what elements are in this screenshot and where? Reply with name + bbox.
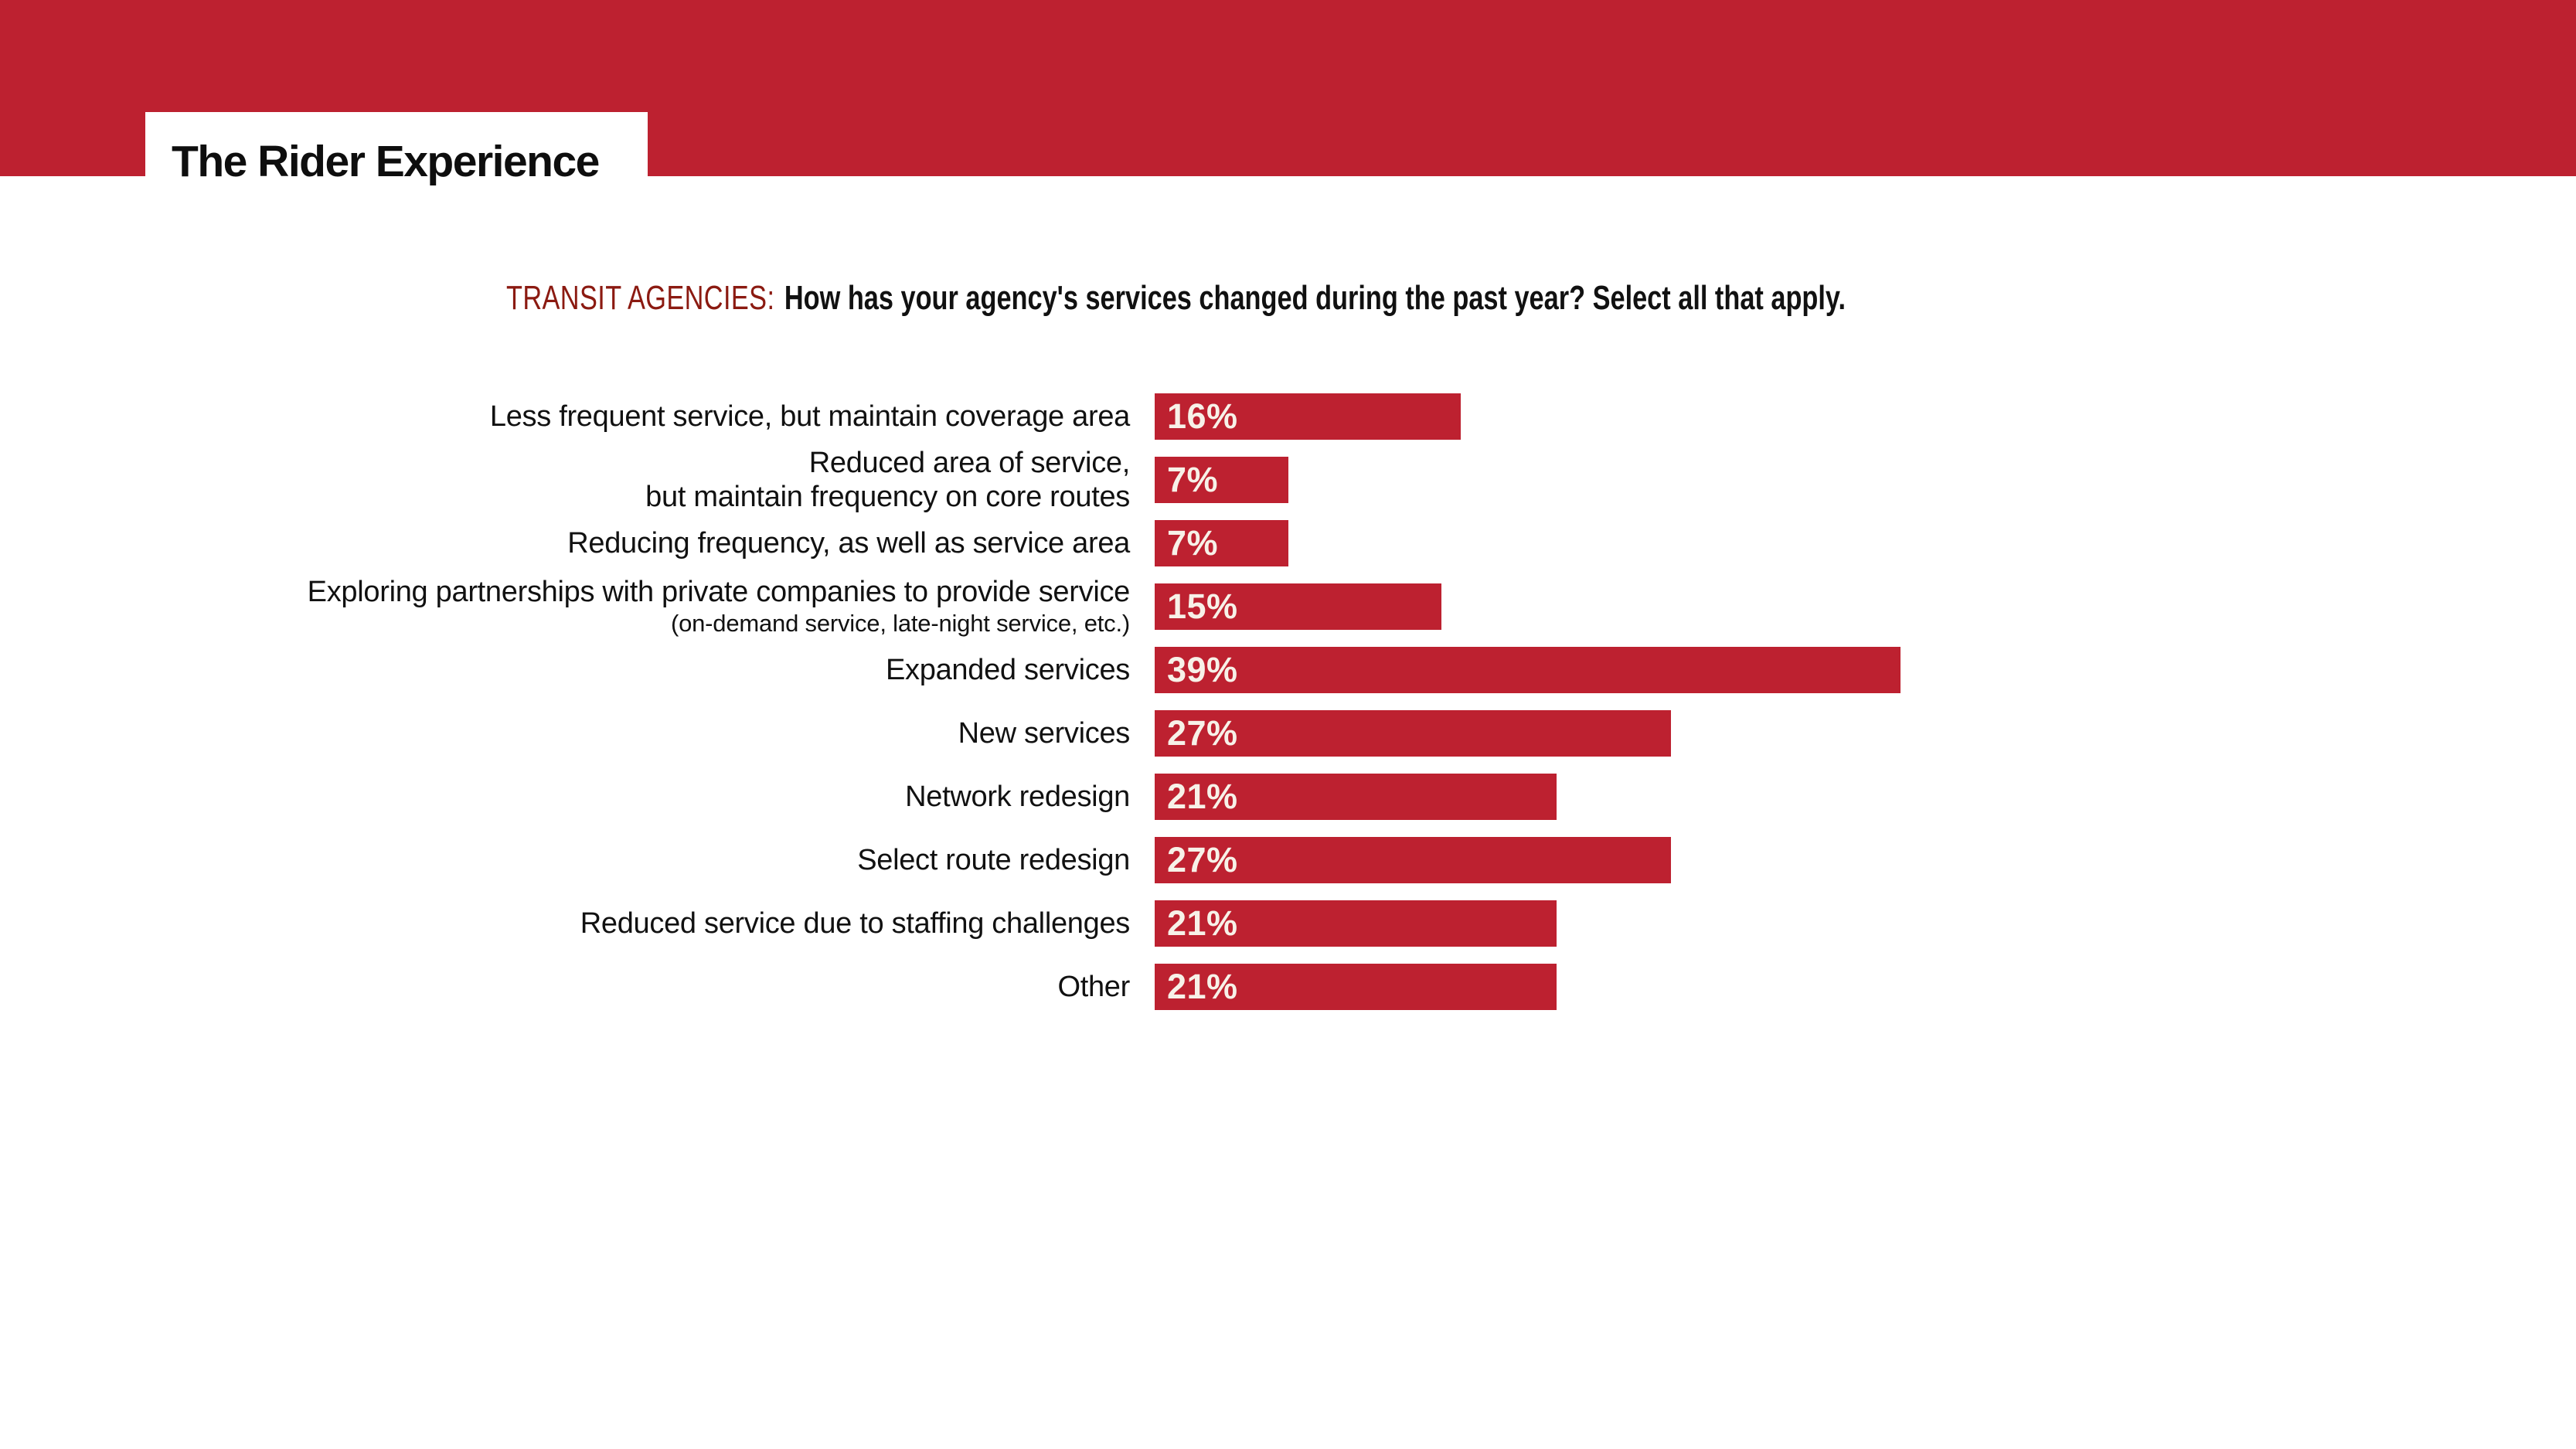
bar-label: Reduced area of service, but maintain fre… (0, 446, 1130, 514)
bar-label-line: but maintain frequency on core routes (645, 481, 1130, 513)
bar-label: New services (0, 716, 1131, 750)
question-line: TRANSIT AGENCIES: How has your agency's s… (506, 278, 1846, 318)
bar-label-line: Select route redesign (857, 844, 1130, 876)
bar-row: Reduced service due to staffing challeng… (0, 900, 2576, 947)
bar-label: Network redesign (0, 780, 1130, 814)
bar-value-label: 39% (1167, 650, 1238, 689)
bar-row: Exploring partnerships with private comp… (0, 576, 2576, 637)
bar-label-line: Less frequent service, but maintain cove… (489, 400, 1130, 433)
bar-value-label: 7% (1167, 523, 1219, 563)
bar-label-line: Reducing frequency, as well as service a… (567, 527, 1130, 560)
bar-row: Network redesign 21% (0, 774, 2576, 820)
bar-row: Expanded services 39% (0, 647, 2576, 693)
bar-label-line: Network redesign (905, 781, 1130, 813)
bar-label: Exploring partnerships with private comp… (0, 575, 1131, 638)
question-text: How has your agency's services changed d… (784, 279, 1846, 317)
bar-value-label: 15% (1167, 587, 1238, 626)
bar-row: Reduced area of service, but maintain fre… (0, 447, 2576, 513)
bar-value-label: 16% (1167, 396, 1238, 436)
bar-row: Reducing frequency, as well as service a… (0, 520, 2576, 566)
bar: 27% (1155, 837, 1671, 883)
question-prefix: TRANSIT AGENCIES: (506, 279, 775, 317)
bar-value-label: 7% (1167, 460, 1219, 499)
bar-label: Other (0, 970, 1130, 1004)
bar-label: Reducing frequency, as well as service a… (0, 526, 1130, 560)
bar-label-line: Reduced service due to staffing challeng… (580, 907, 1131, 940)
title-box: The Rider Experience (145, 112, 648, 210)
bar-label: Expanded services (0, 653, 1130, 687)
bar-value-label: 21% (1167, 967, 1238, 1006)
page-title: The Rider Experience (172, 136, 600, 186)
bar: 21% (1155, 774, 1557, 820)
bar-value-label: 27% (1167, 840, 1238, 879)
bar-label-line: Reduced area of service, (808, 447, 1131, 479)
bar: 7% (1155, 457, 1288, 503)
bar-label-line: New services (958, 717, 1131, 750)
bar-row: Other 21% (0, 964, 2576, 1010)
bar-label: Reduced service due to staffing challeng… (0, 906, 1131, 940)
bar-row: Less frequent service, but maintain cove… (0, 393, 2576, 440)
bar: 16% (1155, 393, 1461, 440)
bar-label-line: Expanded services (886, 654, 1130, 686)
bar-label: Less frequent service, but maintain cove… (0, 400, 1130, 434)
bar-label-note: (on-demand service, late-night service, … (670, 610, 1130, 637)
bar-label: Select route redesign (0, 843, 1130, 877)
bar-value-label: 21% (1167, 903, 1238, 943)
bar: 7% (1155, 520, 1288, 566)
bar-label-line: Exploring partnerships with private comp… (307, 576, 1131, 608)
bar: 27% (1155, 710, 1671, 757)
bar: 15% (1155, 583, 1441, 630)
bar-value-label: 21% (1167, 777, 1238, 816)
bar: 21% (1155, 964, 1557, 1010)
bar-label-line: Other (1057, 971, 1130, 1003)
bar: 21% (1155, 900, 1557, 947)
bar-row: New services 27% (0, 710, 2576, 757)
bar-value-label: 27% (1167, 713, 1238, 753)
bar-row: Select route redesign 27% (0, 837, 2576, 883)
bar: 39% (1155, 647, 1901, 693)
